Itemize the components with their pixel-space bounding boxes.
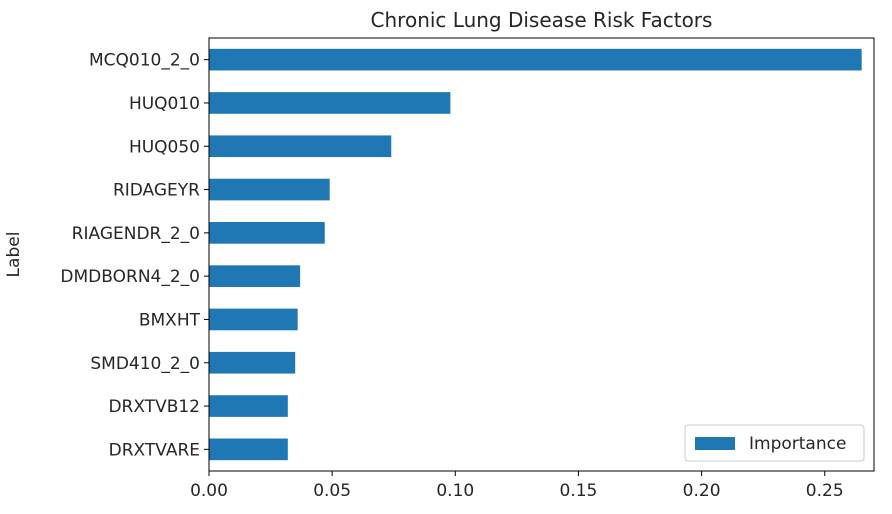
legend-swatch <box>695 437 735 450</box>
x-ticks-group: 0.00 0.05 0.10 0.15 0.20 0.25 <box>190 471 844 501</box>
bars-group <box>209 48 862 461</box>
y-tick-label: SMD410_2_0 <box>90 354 200 374</box>
bar <box>209 308 298 331</box>
bar <box>209 438 288 461</box>
y-tick-label: MCQ010_2_0 <box>89 51 200 71</box>
y-tick-label: HUQ050 <box>129 137 200 157</box>
y-ticks-group: MCQ010_2_0 HUQ010 HUQ050 RIDAGEYR RIAGENDR_2… <box>60 51 209 460</box>
chart-title: Chronic Lung Disease Risk Factors <box>371 8 713 32</box>
y-tick-label: RIDAGEYR <box>113 181 200 201</box>
legend-box <box>684 424 865 462</box>
bar <box>209 178 330 201</box>
y-tick-label: DRXTVARE <box>109 440 200 460</box>
bar <box>209 395 288 417</box>
x-tick-label: 0.15 <box>560 481 598 501</box>
y-axis-label: Label <box>4 232 24 278</box>
legend-label: Importance <box>749 434 846 454</box>
y-tick-label: RIAGENDR_2_0 <box>72 224 200 244</box>
x-tick-label: 0.05 <box>313 481 351 501</box>
bar <box>209 92 451 114</box>
x-tick-label: 0.20 <box>683 481 721 501</box>
y-tick-label: BMXHT <box>139 310 201 330</box>
legend: Importance <box>684 424 865 462</box>
x-tick-label: 0.00 <box>190 481 228 501</box>
x-tick-label: 0.25 <box>806 481 844 501</box>
x-tick-label: 0.10 <box>436 481 474 501</box>
y-tick-label: HUQ010 <box>129 94 200 114</box>
bar <box>209 135 392 158</box>
y-tick-label: DMDBORN4_2_0 <box>60 267 200 287</box>
bar <box>209 48 862 71</box>
plot-frame <box>208 37 875 472</box>
bar <box>209 351 296 374</box>
bar <box>209 265 301 287</box>
bar <box>209 222 325 244</box>
y-tick-label: DRXTVB12 <box>108 397 200 417</box>
